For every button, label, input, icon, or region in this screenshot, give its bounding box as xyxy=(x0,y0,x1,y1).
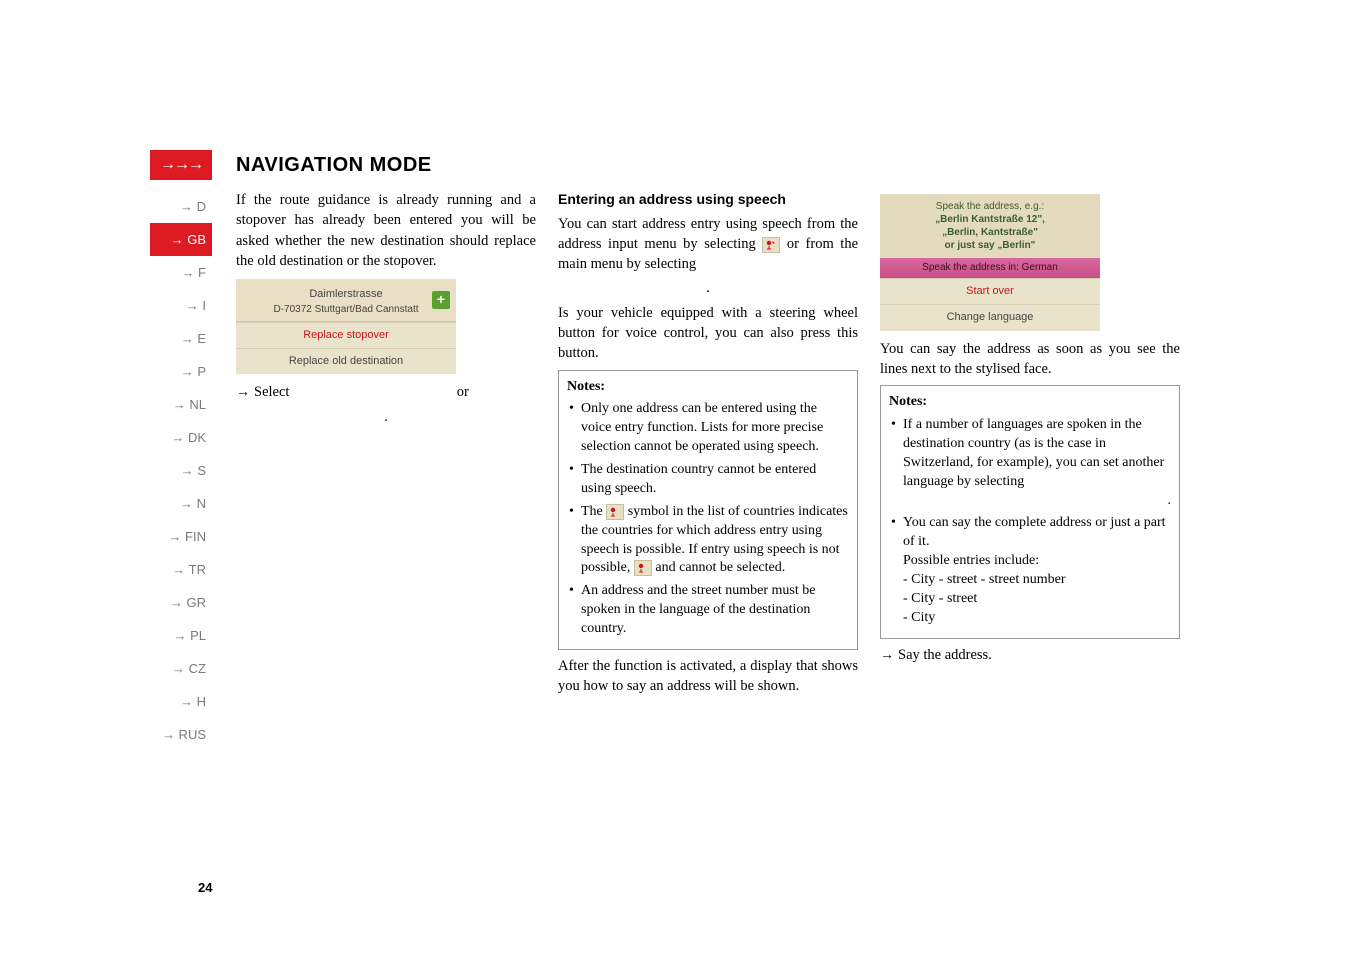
sidebar-item[interactable]: → F xyxy=(150,256,212,289)
mic-icon xyxy=(606,504,624,520)
stopover-screenshot: Daimlerstrasse D-70372 Stuttgart/Bad Can… xyxy=(236,279,456,374)
col2-notes: Notes: Only one address can be entered u… xyxy=(558,370,858,650)
sidebar-item[interactable]: → TR xyxy=(150,553,212,586)
column-1: If the route guidance is already running… xyxy=(236,190,536,701)
note-item-2: The destination country cannot be entere… xyxy=(567,461,849,499)
c3-note1: If a number of languages are spoken in t… xyxy=(889,416,1171,510)
page: →→→ NAVIGATION MODE → D→ GB→ F→ I→ E→ P→… xyxy=(150,150,1210,870)
col3-p1: You can say the address as soon as you s… xyxy=(880,339,1180,380)
column-3: Speak the address, e.g.: „Berlin Kantstr… xyxy=(880,190,1180,701)
notes-title: Notes: xyxy=(567,377,849,397)
notes-title: Notes: xyxy=(889,392,1171,412)
sidebar-item[interactable]: → GR xyxy=(150,586,212,619)
c3-note2: You can say the complete address or just… xyxy=(889,514,1171,627)
ss2-lang: Speak the address in: German xyxy=(880,258,1100,278)
select-end: . xyxy=(236,407,536,427)
c3-note2a: You can say the complete address or just… xyxy=(903,515,1166,549)
mic-icon xyxy=(762,237,780,253)
mic-icon xyxy=(634,560,652,576)
col2-heading: Entering an address using speech xyxy=(558,190,858,210)
c3-sub2: - City - street xyxy=(903,590,1171,609)
say-address: Say the address. xyxy=(880,645,1180,665)
sidebar-item[interactable]: → PL xyxy=(150,619,212,652)
ss2-changelang: Change language xyxy=(880,304,1100,330)
header-row: →→→ NAVIGATION MODE xyxy=(150,150,1210,180)
ss-address-box: Daimlerstrasse D-70372 Stuttgart/Bad Can… xyxy=(236,279,456,321)
ss2-l2: „Berlin Kantstraße 12", xyxy=(884,213,1096,226)
col2-p1c: . xyxy=(558,278,858,298)
col2-p1: You can start address entry using speech… xyxy=(558,214,858,275)
ss2-l3: „Berlin, Kantstraße" xyxy=(884,226,1096,239)
ss-address-line2: D-70372 Stuttgart/Bad Cannstatt xyxy=(240,303,452,317)
ss-replace-stopover: Replace stopover xyxy=(236,322,456,348)
c3-note1-end: . xyxy=(903,492,1171,511)
col1-intro: If the route guidance is already running… xyxy=(236,190,536,271)
sidebar-item[interactable]: → DK xyxy=(150,421,212,454)
select-line: Select or xyxy=(236,382,536,402)
c3-sub1: - City - street - street number xyxy=(903,571,1171,590)
c3-note2b: Possible entries include: xyxy=(903,552,1171,571)
ss2-l1: Speak the address, e.g.: xyxy=(884,200,1096,213)
header-arrows: →→→ xyxy=(150,150,212,180)
content-row: → D→ GB→ F→ I→ E→ P→ NL→ DK→ S→ N→ FIN→ … xyxy=(150,190,1210,751)
plus-icon: + xyxy=(432,291,450,309)
sidebar-item[interactable]: → CZ xyxy=(150,652,212,685)
note-item-1: Only one address can be entered using th… xyxy=(567,400,849,457)
ss-address-line1: Daimlerstrasse xyxy=(240,287,452,302)
c3-sub3: - City xyxy=(903,609,1171,628)
select-post: or xyxy=(457,384,469,400)
page-title: NAVIGATION MODE xyxy=(212,150,432,180)
ss-replace-old: Replace old destination xyxy=(236,348,456,374)
ss2-l4: or just say „Berlin" xyxy=(884,239,1096,252)
sidebar-item[interactable]: → RUS xyxy=(150,718,212,751)
c3-note1-text: If a number of languages are spoken in t… xyxy=(903,417,1164,489)
sidebar-item[interactable]: → P xyxy=(150,355,212,388)
ss2-top: Speak the address, e.g.: „Berlin Kantstr… xyxy=(880,194,1100,258)
note3a: The xyxy=(581,504,606,519)
column-2: Entering an address using speech You can… xyxy=(558,190,858,701)
sidebar-item[interactable]: → H xyxy=(150,685,212,718)
note-item-4: An address and the street number must be… xyxy=(567,582,849,639)
speak-screenshot: Speak the address, e.g.: „Berlin Kantstr… xyxy=(880,194,1100,331)
columns: If the route guidance is already running… xyxy=(212,190,1180,701)
col2-p2: Is your vehicle equipped with a steering… xyxy=(558,303,858,364)
sidebar-item[interactable]: → GB xyxy=(150,223,212,256)
col3-notes: Notes: If a number of languages are spok… xyxy=(880,385,1180,638)
sidebar-item[interactable]: → S xyxy=(150,454,212,487)
sidebar-item[interactable]: → D xyxy=(150,190,212,223)
sidebar-item[interactable]: → N xyxy=(150,487,212,520)
sidebar-item[interactable]: → NL xyxy=(150,388,212,421)
note-item-3: The symbol in the list of countries indi… xyxy=(567,503,849,579)
col2-after: After the function is activated, a displ… xyxy=(558,656,858,697)
language-sidebar: → D→ GB→ F→ I→ E→ P→ NL→ DK→ S→ N→ FIN→ … xyxy=(150,190,212,751)
ss2-startover: Start over xyxy=(880,278,1100,304)
sidebar-item[interactable]: → E xyxy=(150,322,212,355)
select-pre: Select xyxy=(254,384,289,400)
sidebar-item[interactable]: → I xyxy=(150,289,212,322)
sidebar-item[interactable]: → FIN xyxy=(150,520,212,553)
page-number: 24 xyxy=(198,880,212,895)
note3c: and cannot be selected. xyxy=(655,560,785,575)
